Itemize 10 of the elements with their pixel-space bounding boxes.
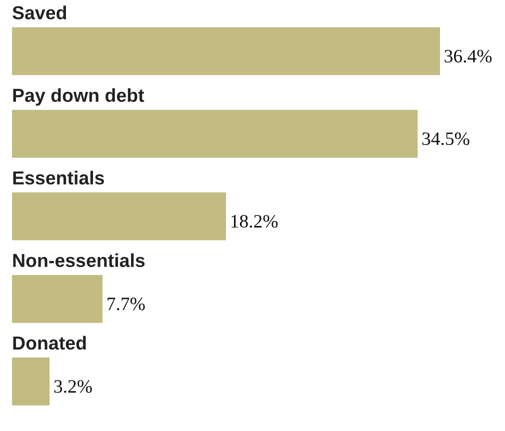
y-tick-label: Non-essentials <box>13 253 145 268</box>
y-tick-label: Pay down debt <box>13 88 144 106</box>
data-label: 18.2% <box>231 214 278 228</box>
y-tick-label: Essentials <box>13 170 104 185</box>
data-label: 7.7% <box>108 298 145 310</box>
data-label: 36.4% <box>444 50 492 63</box>
data-label: 3.2% <box>54 380 92 393</box>
y-tick-label: Saved <box>12 6 66 20</box>
y-tick-label: Donated <box>13 336 86 350</box>
data-label: 34.5% <box>422 132 470 146</box>
